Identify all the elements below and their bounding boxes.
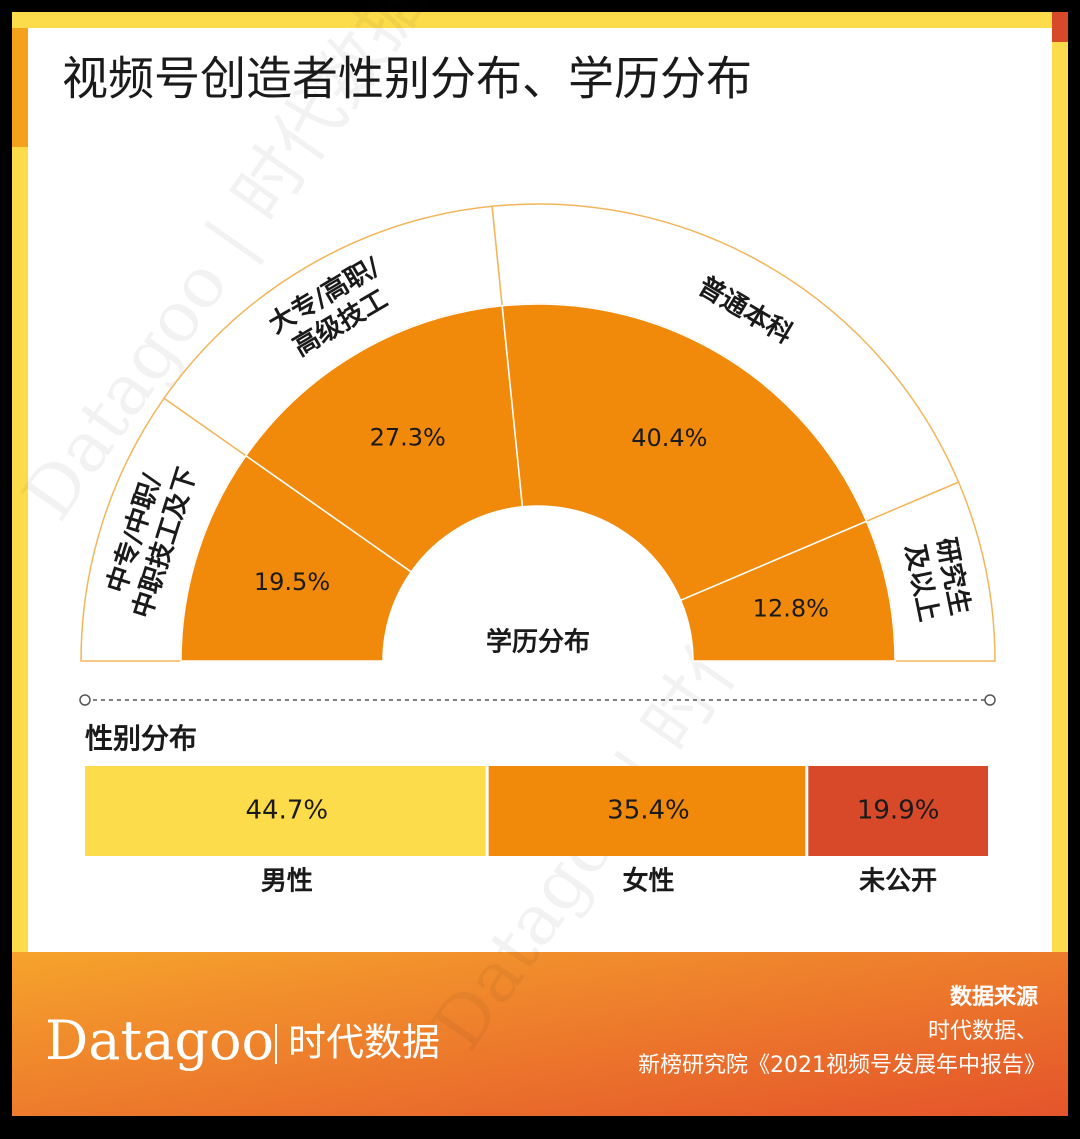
divider-end xyxy=(984,694,996,706)
source-line: 时代数据、 xyxy=(928,1019,1038,1044)
bar-segment xyxy=(808,766,988,856)
center-label: 学历分布 xyxy=(486,627,590,658)
bar-segment xyxy=(488,766,806,856)
value-label: 19.9% xyxy=(857,796,940,826)
segment xyxy=(679,520,896,662)
segment xyxy=(244,304,524,573)
brand-cn: 时代数据 xyxy=(288,1021,440,1065)
value-label: 19.5% xyxy=(254,568,330,596)
category-label: 女性 xyxy=(622,866,674,897)
value-label: 35.4% xyxy=(607,796,690,826)
title: 视频号创造者性别分布、学历分布 xyxy=(62,52,752,106)
value-label: 12.8% xyxy=(753,594,829,622)
source-line: 新榜研究院《2021视频号发展年中报告》 xyxy=(638,1053,1046,1078)
accent xyxy=(12,12,28,147)
accent xyxy=(12,147,28,952)
accent xyxy=(1052,42,1068,952)
brand: Datagoo xyxy=(45,1009,274,1072)
divider-end xyxy=(79,694,91,706)
category-label: 男性 xyxy=(261,867,313,897)
accent xyxy=(1052,12,1068,42)
bar-segment xyxy=(85,766,486,856)
source-title: 数据来源 xyxy=(950,984,1038,1010)
footer-band xyxy=(12,952,1068,1116)
accent xyxy=(12,12,1068,28)
value-label: 40.4% xyxy=(631,424,707,452)
category-label: 未公开 xyxy=(859,867,937,897)
value-label: 27.3% xyxy=(370,423,446,451)
bar-title: 性别分布 xyxy=(85,722,197,755)
segment xyxy=(501,303,868,602)
value-label: 44.7% xyxy=(246,796,329,826)
